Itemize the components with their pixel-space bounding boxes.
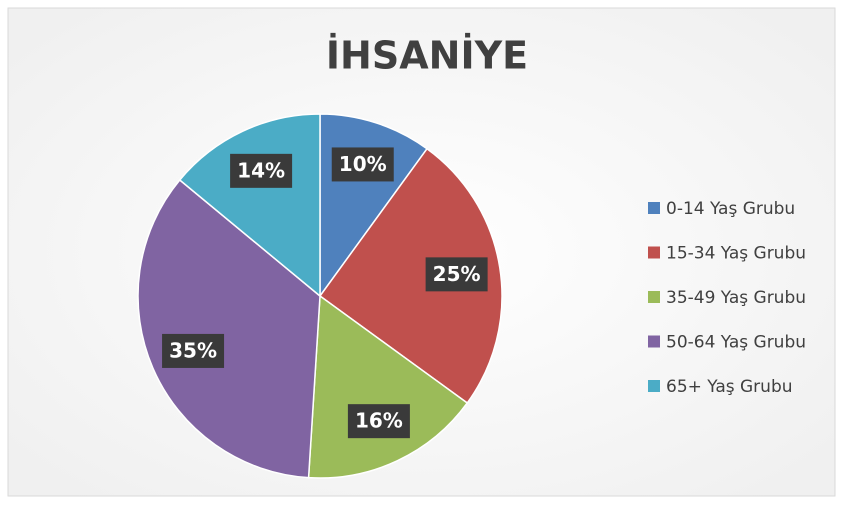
legend-label: 50-64 Yaş Grubu (666, 333, 806, 353)
data-label: 25% (433, 262, 481, 286)
legend-swatch (648, 202, 660, 214)
legend-swatch (648, 246, 660, 259)
chart-title: İHSANİYE (326, 34, 528, 78)
legend-label: 65+ Yaş Grubu (666, 377, 793, 397)
data-label-box (331, 147, 394, 182)
data-label: 14% (237, 158, 285, 182)
legend-label: 15-34 Yaş Grubu (666, 244, 806, 264)
legend-swatch (648, 335, 660, 348)
legend-label: 35-49 Yaş Grubu (666, 288, 806, 308)
data-label: 35% (169, 338, 217, 362)
data-label-box (162, 333, 225, 368)
data-label-box (230, 153, 293, 188)
data-label: 10% (339, 152, 387, 176)
pie-slice (318, 147, 503, 405)
data-label-box (347, 404, 410, 439)
legend-label: 0-14 Yaş Grubu (666, 199, 795, 219)
data-label: 16% (355, 409, 403, 433)
pie-slice (137, 178, 321, 479)
legend-swatch (648, 291, 660, 303)
legend-swatch (648, 380, 660, 392)
data-label-box (425, 257, 488, 292)
